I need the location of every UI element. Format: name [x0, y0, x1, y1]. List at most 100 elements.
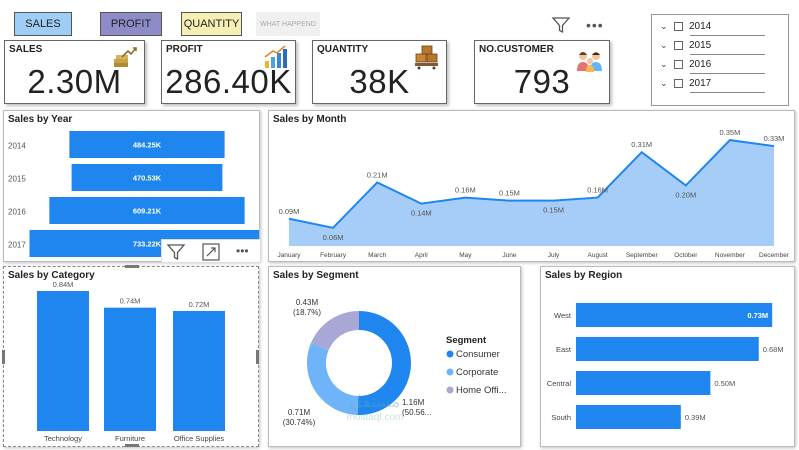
tick-label: December — [759, 252, 790, 259]
data-label: 484.25K — [133, 141, 162, 150]
visual-toolbar: ••• — [161, 239, 261, 263]
slicer-item-2017[interactable]: ⌄ 2017 — [660, 78, 711, 89]
sales-by-category-panel[interactable]: Sales by Category 0.84M Technology 0.74M Fu… — [2, 265, 259, 447]
sales-by-region-panel[interactable]: Sales by Region West 0.73M East 0.68M Centra… — [540, 266, 795, 447]
checkbox[interactable] — [674, 41, 683, 50]
category-label: 2015 — [8, 175, 26, 184]
data-label: 0.43M — [296, 298, 319, 307]
resize-handle[interactable] — [2, 350, 5, 364]
tick-label: January — [277, 252, 301, 259]
data-label: 0.74M — [120, 297, 141, 306]
bar — [37, 291, 89, 431]
data-label: 0.15M — [499, 189, 520, 198]
watermark-text: مستقل — [349, 392, 401, 412]
slicer-item-2016[interactable]: ⌄ 2016 — [660, 59, 711, 70]
kpi-card-profit: PROFIT 286.40K — [161, 40, 296, 104]
series-line — [288, 139, 775, 229]
divider — [690, 92, 765, 93]
data-label: 609.21K — [133, 207, 162, 216]
divider — [690, 54, 765, 55]
nav-profit-button[interactable]: PROFIT — [100, 12, 162, 36]
tick-label: March — [368, 252, 386, 259]
chevron-down-icon[interactable]: ⌄ — [660, 59, 668, 69]
chart-title: Sales by Month — [273, 114, 347, 125]
nav-sales-button[interactable]: SALES — [14, 12, 72, 36]
nav-what-happend-button[interactable]: WHAT HAPPEND — [256, 12, 320, 36]
pie-slice — [307, 342, 359, 415]
filter-icon[interactable] — [166, 242, 186, 267]
data-label: 0.06M — [323, 233, 344, 242]
data-label: 0.20M — [675, 190, 696, 199]
bar — [104, 307, 156, 431]
more-options-icon[interactable]: ••• — [586, 17, 604, 33]
percent-label: (50.56... — [402, 408, 431, 417]
kpi-value: 286.40K — [165, 63, 292, 100]
slicer-label: 2015 — [689, 40, 712, 51]
checkbox[interactable] — [674, 60, 683, 69]
data-label: 0.73M — [747, 311, 768, 320]
checkbox[interactable] — [674, 22, 683, 31]
divider — [690, 73, 765, 74]
sales-by-month-panel[interactable]: Sales by Month 0.09M January 0.06M February… — [268, 110, 795, 262]
tick-label: July — [548, 252, 560, 259]
category-label: Central — [547, 379, 572, 388]
sales-by-year-panel[interactable]: Sales by Year 2014 484.25K 2015 470.53K 2016… — [3, 110, 261, 263]
data-label: 0.21M — [367, 170, 388, 179]
slicer-label: 2016 — [689, 59, 712, 70]
kpi-value: 38K — [349, 63, 410, 100]
area-fill — [289, 140, 774, 246]
customers-icon — [575, 49, 605, 73]
watermark-logo: مستقل mostaql.com — [345, 392, 405, 432]
kpi-value: 793 — [513, 63, 571, 100]
nav-quantity-button[interactable]: QUANTITY — [181, 12, 242, 36]
year-slicer: ⌄ 2014 ⌄ 2015 ⌄ 2016 ⌄ 2017 — [651, 14, 789, 106]
category-label: West — [554, 311, 572, 320]
checkbox[interactable] — [674, 79, 683, 88]
watermark-url: mostaql.com — [346, 412, 404, 423]
data-label: 0.35M — [719, 128, 740, 137]
kpi-card-customers: NO.CUSTOMER 793 — [474, 40, 610, 104]
chart-title: Sales by Region — [545, 270, 623, 281]
percent-label: (18.7%) — [293, 308, 321, 317]
legend-marker — [446, 386, 454, 394]
data-label: 470.53K — [133, 174, 162, 183]
bar — [49, 197, 245, 224]
resize-handle[interactable] — [256, 350, 259, 364]
chevron-down-icon[interactable]: ⌄ — [660, 21, 668, 31]
resize-handle[interactable] — [125, 265, 139, 268]
bar — [576, 303, 773, 327]
category-label: 2014 — [8, 142, 26, 151]
more-options-icon[interactable]: ••• — [236, 244, 249, 258]
focus-mode-icon[interactable] — [202, 243, 220, 266]
tick-label: Office Supplies — [174, 434, 225, 443]
category-label: 2017 — [8, 241, 26, 250]
legend-marker — [446, 368, 454, 376]
sales-by-segment-panel[interactable]: Sales by Segment 1.16M (50.56... 0.71M (30.… — [268, 266, 521, 447]
tick-label: Technology — [44, 434, 82, 443]
data-label: 0.39M — [685, 413, 706, 422]
slicer-item-2015[interactable]: ⌄ 2015 — [660, 40, 711, 51]
category-label: East — [556, 345, 572, 354]
bar — [69, 131, 225, 158]
bar — [576, 371, 711, 395]
data-label: 733.22K — [133, 240, 162, 249]
slicer-label: 2017 — [689, 78, 712, 89]
kpi-card-quantity: QUANTITY 38K — [312, 40, 447, 104]
data-label: 0.50M — [714, 379, 735, 388]
tick-label: October — [674, 252, 698, 259]
chevron-down-icon[interactable]: ⌄ — [660, 40, 668, 50]
pie-slice — [357, 311, 412, 415]
slicer-item-2014[interactable]: ⌄ 2014 — [660, 21, 711, 32]
data-label: 1.16M — [402, 398, 425, 407]
data-label: 0.16M — [587, 186, 608, 195]
data-label: 0.33M — [764, 134, 785, 143]
data-label: 0.14M — [411, 209, 432, 218]
chevron-down-icon[interactable]: ⌄ — [660, 78, 668, 88]
kpi-label: NO.CUSTOMER — [479, 44, 554, 55]
sales-by-category-chart: 0.84M Technology 0.74M Furniture 0.72M Office… — [37, 280, 225, 443]
pie-slice — [311, 311, 359, 351]
tick-label: February — [320, 252, 347, 259]
data-label: 0.72M — [189, 300, 210, 309]
resize-handle[interactable] — [125, 444, 139, 447]
filter-icon[interactable] — [551, 15, 571, 35]
